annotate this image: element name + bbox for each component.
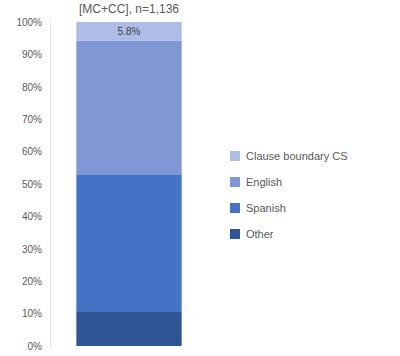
y-tick-label: 80% <box>22 82 42 93</box>
legend-label: Clause boundary CS <box>246 150 348 162</box>
y-tick-label: 70% <box>22 114 42 125</box>
legend-swatch <box>230 229 240 239</box>
bar-segment <box>76 312 181 346</box>
y-tick: 90% <box>22 49 50 60</box>
legend-swatch <box>230 151 240 161</box>
legend-item: English <box>230 176 282 188</box>
y-tick: 70% <box>22 114 50 125</box>
y-tick-label: 50% <box>22 179 42 190</box>
y-tick-label: 0% <box>28 341 43 352</box>
bar-segment <box>76 174 181 312</box>
legend-swatch <box>230 203 240 213</box>
y-tick-label: 10% <box>22 308 42 319</box>
legend-item: Clause boundary CS <box>230 150 348 162</box>
y-tick-label: 90% <box>22 49 42 60</box>
y-tick: 100% <box>16 17 50 28</box>
y-tick-label: 60% <box>22 146 42 157</box>
y-tick-label: 20% <box>22 276 42 287</box>
y-tick-label: 30% <box>22 244 42 255</box>
bar-segment <box>76 22 181 41</box>
bar-segment <box>76 41 181 174</box>
y-tick: 10% <box>22 308 50 319</box>
bars <box>76 22 181 346</box>
y-tick: 60% <box>22 146 50 157</box>
data-labels: 5.8% <box>118 26 141 37</box>
legend-item: Spanish <box>230 202 286 214</box>
legend: Clause boundary CS English Spanish Other <box>230 150 348 240</box>
y-tick-label: 40% <box>22 211 42 222</box>
y-tick: 80% <box>22 82 50 93</box>
legend-swatch <box>230 177 240 187</box>
data-label: 5.8% <box>118 26 141 37</box>
legend-label: English <box>246 176 282 188</box>
y-tick: 50% <box>22 179 50 190</box>
y-tick: 0% <box>28 341 50 352</box>
y-tick: 20% <box>22 276 50 287</box>
legend-label: Spanish <box>246 202 286 214</box>
y-tick: 30% <box>22 244 50 255</box>
plot: 0% 10% 20% 30% 40% 50% 60% 70% 80% 90% 100% 5.8% <box>16 17 181 352</box>
y-axis: 0% 10% 20% 30% 40% 50% 60% 70% 80% 90% 100% <box>16 17 50 352</box>
chart: 0% 10% 20% 30% 40% 50% 60% 70% 80% 90% 100% 5.8% [MC… <box>0 0 400 356</box>
y-tick: 40% <box>22 211 50 222</box>
title: [MC+CC], n=1,136 <box>79 2 179 16</box>
legend-label: Other <box>246 228 274 240</box>
y-axis-line <box>50 23 51 347</box>
y-tick-label: 100% <box>16 17 42 28</box>
legend-item: Other <box>230 228 274 240</box>
